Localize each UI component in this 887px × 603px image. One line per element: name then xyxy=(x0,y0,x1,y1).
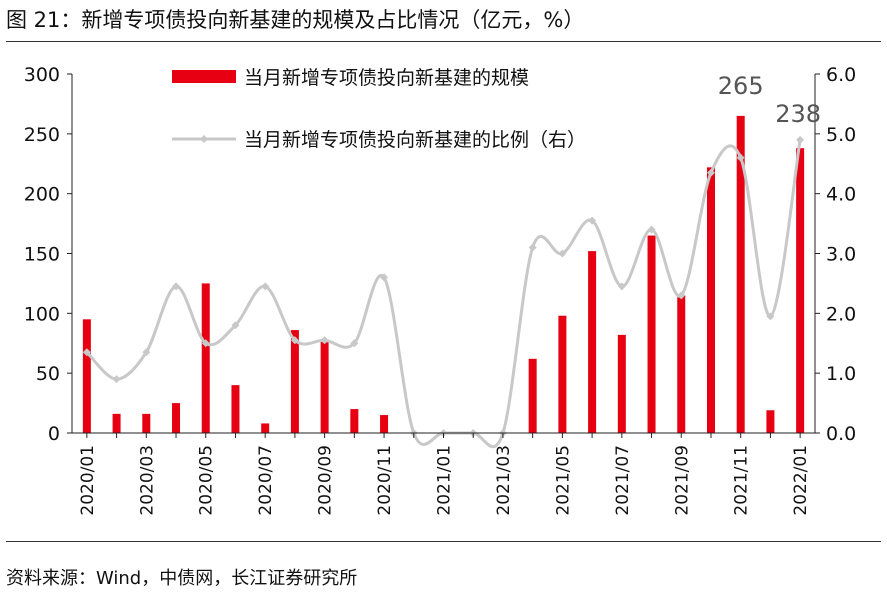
line-point xyxy=(796,135,805,144)
line-point xyxy=(588,216,597,225)
bar xyxy=(261,423,270,433)
line-path xyxy=(85,139,802,449)
legend-line-label: 当月新增专项债投向新基建的比例（右） xyxy=(244,129,586,151)
bar xyxy=(320,342,329,433)
line-point xyxy=(677,291,686,300)
x-tick-label: 2021/05 xyxy=(553,445,573,516)
line-point xyxy=(290,336,299,345)
bar xyxy=(647,235,656,433)
title-divider xyxy=(6,41,881,42)
bar xyxy=(677,295,686,433)
x-tick-label: 2021/03 xyxy=(494,445,514,516)
right-tick-label: 1.0 xyxy=(826,363,856,385)
data-label: 238 xyxy=(775,100,821,128)
bar xyxy=(528,358,537,433)
bar xyxy=(231,385,240,433)
left-tick-label: 100 xyxy=(24,303,60,325)
bottom-divider xyxy=(6,541,881,542)
bar xyxy=(142,413,151,433)
right-tick-label: 6.0 xyxy=(826,64,856,86)
line-point xyxy=(231,321,240,330)
x-tick-label: 2020/07 xyxy=(256,445,276,516)
x-tick-label: 2020/05 xyxy=(197,445,217,516)
left-tick-label: 0 xyxy=(48,423,60,445)
line-point xyxy=(82,348,91,357)
bar xyxy=(172,403,181,433)
left-tick-label: 50 xyxy=(36,363,60,385)
line-series xyxy=(82,135,805,449)
chart: 0501001502002503000.01.02.03.04.05.06.02… xyxy=(24,64,856,516)
bar xyxy=(617,334,626,433)
bar xyxy=(82,319,91,433)
bar xyxy=(350,409,359,433)
legend-bar-label: 当月新增专项债投向新基建的规模 xyxy=(244,67,529,89)
right-tick-label: 3.0 xyxy=(826,244,856,266)
left-tick-label: 150 xyxy=(24,244,60,266)
legend-line-marker xyxy=(200,135,208,143)
legend-bar-swatch xyxy=(172,70,236,83)
bar-series xyxy=(82,115,805,433)
bar xyxy=(706,167,715,433)
data-label: 265 xyxy=(718,72,764,100)
line-point xyxy=(766,312,775,321)
line-point xyxy=(736,153,745,162)
x-tick-label: 2021/09 xyxy=(672,445,692,516)
x-tick-label: 2021/11 xyxy=(732,445,752,516)
bar xyxy=(201,283,210,433)
bar xyxy=(380,415,389,433)
annotations: 265 238 xyxy=(718,72,821,128)
bar xyxy=(588,251,597,433)
line-point xyxy=(558,249,567,258)
x-tick-label: 2022/01 xyxy=(791,445,811,516)
line-point xyxy=(112,375,121,384)
left-tick-label: 300 xyxy=(24,64,60,86)
line-point xyxy=(647,225,656,234)
line-point xyxy=(201,339,210,348)
line-point xyxy=(706,168,715,177)
axes: 0501001502002503000.01.02.03.04.05.06.02… xyxy=(24,64,856,516)
left-tick-label: 250 xyxy=(24,124,60,146)
right-tick-label: 0.0 xyxy=(826,423,856,445)
bar xyxy=(558,315,567,433)
left-tick-label: 200 xyxy=(24,184,60,206)
x-tick-label: 2021/01 xyxy=(435,445,455,516)
x-tick-label: 2021/07 xyxy=(613,445,633,516)
x-tick-label: 2020/01 xyxy=(78,445,98,516)
line-point xyxy=(617,282,626,291)
line-point xyxy=(261,282,270,291)
line-point xyxy=(380,273,389,282)
source-note: 资料来源：Wind，中债网，长江证券研究所 xyxy=(6,568,358,589)
bar xyxy=(796,148,805,433)
right-tick-label: 2.0 xyxy=(826,303,856,325)
line-point xyxy=(172,282,181,291)
x-tick-label: 2020/09 xyxy=(316,445,336,516)
bar xyxy=(112,413,121,433)
figure-title: 图 21：新增专项债投向新基建的规模及占比情况（亿元，%） xyxy=(6,8,585,32)
bar xyxy=(766,410,775,433)
bar xyxy=(736,115,745,433)
line-point xyxy=(528,243,537,252)
x-tick-label: 2020/11 xyxy=(375,445,395,516)
right-tick-label: 5.0 xyxy=(826,124,856,146)
bar xyxy=(290,330,299,433)
line-point xyxy=(320,336,329,345)
x-tick-label: 2020/03 xyxy=(137,445,157,516)
right-tick-label: 4.0 xyxy=(826,184,856,206)
line-point xyxy=(142,348,151,357)
line-point xyxy=(350,339,359,348)
